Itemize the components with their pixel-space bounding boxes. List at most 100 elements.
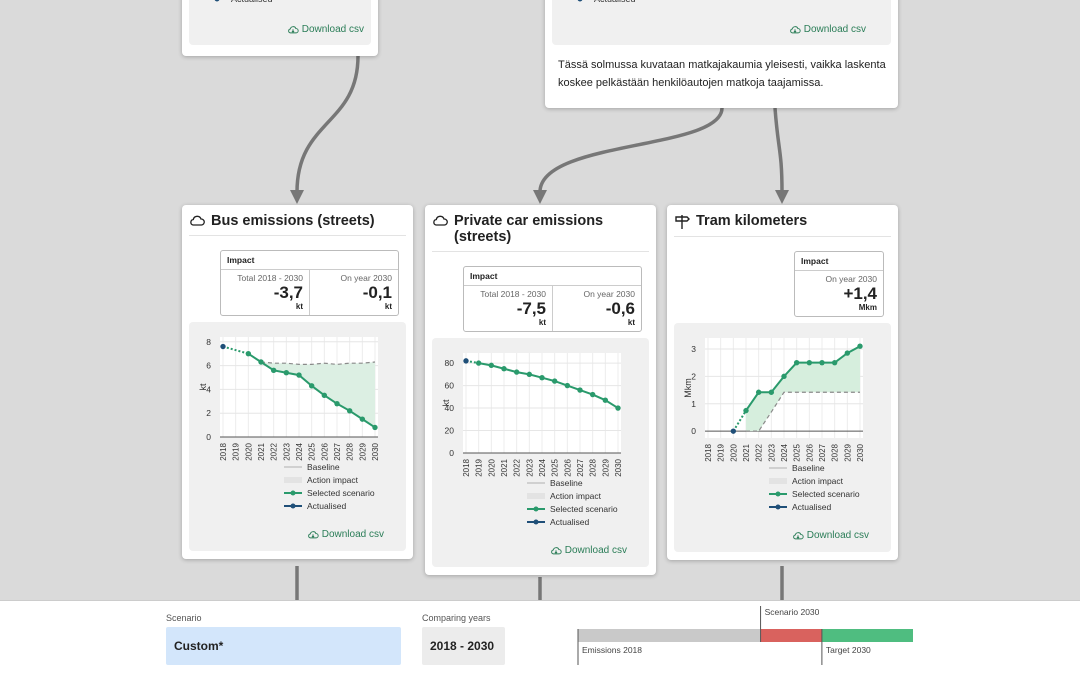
sign-icon bbox=[675, 215, 690, 229]
y-axis-label: kt bbox=[198, 383, 208, 391]
legend-label: Baseline bbox=[550, 478, 583, 488]
data-point bbox=[308, 383, 315, 389]
chart-panel: 0 20 40 60 80 kt 2018 2019 2020 2021 2022 2023 2024 2… bbox=[432, 338, 649, 567]
data-point bbox=[526, 371, 533, 378]
impact-heading: Impact bbox=[221, 251, 398, 270]
data-point bbox=[270, 367, 277, 374]
x-tick-label: 2030 bbox=[371, 442, 380, 460]
impact-year: On year 2030 -0,6 kt bbox=[552, 286, 641, 331]
y-tick-label: 0 bbox=[691, 426, 696, 436]
y-tick-label: 2 bbox=[206, 408, 211, 418]
x-tick-label: 2018 bbox=[704, 443, 713, 461]
x-tick-label: 2030 bbox=[856, 443, 865, 461]
impact-label: On year 2030 bbox=[825, 274, 877, 284]
download-icon bbox=[307, 530, 319, 538]
x-tick-label: 2018 bbox=[219, 442, 228, 460]
data-point bbox=[577, 387, 583, 393]
legend-label: Baseline bbox=[792, 463, 825, 473]
panel: Actualised Download csv bbox=[189, 0, 371, 45]
description: Tässä solmussa kuvataan matkajakaumia yl… bbox=[558, 59, 886, 89]
legend-label: Baseline bbox=[307, 462, 340, 472]
legend-label: Actualised bbox=[550, 517, 589, 527]
legend-label: Selected scenario bbox=[307, 488, 375, 498]
card-title[interactable]: Bus emissions (streets) bbox=[189, 205, 406, 236]
data-point bbox=[743, 407, 749, 414]
download-link[interactable]: Download csv bbox=[550, 545, 627, 556]
legend-item: Selected scenario bbox=[527, 504, 618, 514]
x-tick-label: 2021 bbox=[257, 442, 266, 460]
legend-dot bbox=[775, 504, 781, 510]
data-point bbox=[793, 359, 800, 366]
download-text: Download csv bbox=[806, 530, 869, 541]
emission-segment bbox=[760, 629, 822, 642]
legend-dot bbox=[577, 0, 583, 2]
data-point bbox=[602, 397, 609, 403]
chart: 0 20 40 60 80 kt 2018 2019 2020 2021 2022 2023 2024 2… bbox=[441, 353, 623, 527]
years-select[interactable]: 2018 - 2030 bbox=[422, 627, 505, 665]
download-text: Download csv bbox=[564, 545, 627, 556]
impact-value: -3,7 bbox=[273, 283, 303, 302]
download-icon bbox=[792, 531, 804, 539]
download-text: Download csv bbox=[321, 529, 384, 540]
x-tick-label: 2027 bbox=[818, 443, 827, 461]
x-tick-label: 2026 bbox=[805, 443, 814, 461]
impact-label: Total 2018 - 2030 bbox=[237, 273, 303, 283]
impact-unit: Mkm bbox=[858, 303, 877, 312]
x-tick-label: 2020 bbox=[729, 443, 738, 461]
download-link[interactable]: Download csv bbox=[789, 24, 866, 35]
x-tick-label: 2027 bbox=[333, 442, 342, 460]
legend-item: Selected scenario bbox=[769, 489, 860, 499]
legend-dot bbox=[533, 519, 539, 525]
action-impact-area bbox=[261, 362, 375, 428]
impact-label: Total 2018 - 2030 bbox=[480, 289, 546, 299]
download-icon bbox=[550, 546, 562, 554]
years-label: Comparing years bbox=[422, 613, 491, 623]
legend-item: Action impact bbox=[527, 491, 602, 501]
chart-panel: 0 2 4 6 8 kt 2018 2019 2020 2021 2022 2023 2024 2025 2… bbox=[189, 322, 406, 551]
y-tick-label: 20 bbox=[445, 426, 455, 436]
icon-shape bbox=[550, 546, 562, 554]
download-link[interactable]: Download csv bbox=[287, 24, 364, 35]
legend-item: Actualised bbox=[769, 502, 831, 512]
download-icon bbox=[789, 25, 801, 33]
impact-box: Impact Total 2018 - 2030 -7,5 kt On year 203… bbox=[463, 266, 642, 332]
impact-total: Total 2018 - 2030 -3,7 kt bbox=[221, 270, 309, 315]
impact-unit: kt bbox=[538, 318, 546, 327]
node-card: Bus emissions (streets) Impact Total 2018 … bbox=[182, 205, 413, 559]
icon-shape bbox=[433, 215, 448, 226]
data-point bbox=[372, 424, 378, 431]
x-tick-label: 2026 bbox=[563, 458, 572, 476]
scenario-select[interactable]: Custom* bbox=[166, 627, 401, 665]
x-tick-label: 2029 bbox=[358, 442, 367, 460]
legend-item: Actualised bbox=[208, 0, 273, 4]
card-title[interactable]: Private car emissions (streets) bbox=[432, 205, 649, 252]
download-link[interactable]: Download csv bbox=[307, 529, 384, 540]
data-point bbox=[359, 416, 366, 422]
x-tick-label: 2025 bbox=[793, 443, 802, 461]
icon-shape bbox=[287, 25, 299, 33]
x-tick-label: 2021 bbox=[742, 443, 751, 461]
legend-item: Action impact bbox=[769, 476, 844, 486]
download-link[interactable]: Download csv bbox=[792, 530, 869, 541]
data-point bbox=[296, 372, 302, 378]
data-point bbox=[730, 428, 737, 434]
download-text: Download csv bbox=[803, 24, 866, 35]
legend-dot bbox=[290, 490, 296, 496]
impact-row: Total 2018 - 2030 -3,7 kt On year 2030 -0,1 k… bbox=[221, 270, 398, 315]
series-line bbox=[746, 391, 860, 432]
cloud-icon bbox=[190, 215, 205, 226]
data-point bbox=[831, 359, 838, 366]
y-axis-label: kt bbox=[441, 399, 451, 407]
y-tick-label: 4 bbox=[206, 384, 211, 394]
action-impact-area bbox=[746, 346, 860, 432]
y-tick-label: 60 bbox=[445, 381, 455, 391]
impact-row: Total 2018 - 2030 -7,5 kt On year 2030 -0,6 k… bbox=[464, 286, 641, 331]
series-line bbox=[745, 345, 861, 412]
series-line bbox=[260, 361, 376, 365]
card-title[interactable]: Tram kilometers bbox=[674, 205, 891, 237]
legend-item: Baseline bbox=[769, 463, 825, 473]
x-tick-label: 2028 bbox=[589, 458, 598, 476]
connector-line bbox=[732, 410, 747, 432]
